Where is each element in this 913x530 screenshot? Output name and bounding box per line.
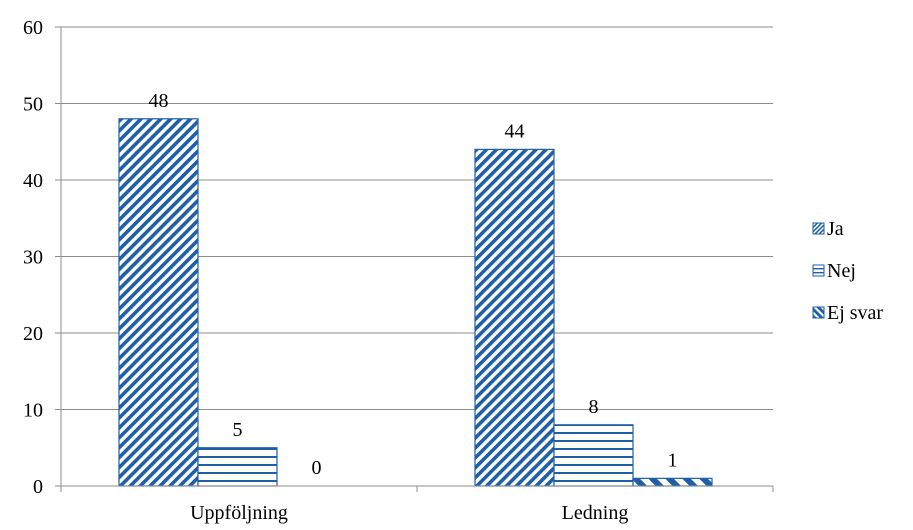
legend-swatch-ej-svar [812, 306, 825, 319]
data-label-ja-uppföljning: 48 [149, 90, 169, 112]
y-tick-label-0: 0 [33, 476, 43, 498]
y-tick-label-20: 20 [23, 323, 43, 345]
axes [55, 26, 774, 492]
bar-nej-ledning [553, 424, 634, 487]
legend: Ja Nej Ej svar [812, 218, 883, 324]
data-label-nej-uppföljning: 5 [233, 419, 243, 441]
bars [118, 118, 713, 487]
data-label-nej-ledning: 8 [589, 396, 599, 418]
data-label-ja-ledning: 44 [505, 120, 525, 142]
x-tick-label-ledning: Ledning [562, 502, 629, 524]
x-tick-label-uppföljning: Uppföljning [190, 502, 288, 524]
data-label-ej-svar-uppföljning: 0 [312, 457, 322, 479]
legend-item-nej: Nej [812, 260, 856, 282]
bar-ej-svar-ledning [632, 477, 713, 487]
legend-item-ja: Ja [812, 218, 844, 240]
bar-nej-uppföljning [197, 447, 278, 487]
legend-swatch-nej [812, 264, 825, 277]
y-tick-label-40: 40 [23, 170, 43, 192]
y-tick-label-30: 30 [23, 247, 43, 269]
legend-label-ja: Ja [827, 218, 844, 240]
y-tick-label-60: 60 [23, 17, 43, 39]
bar-ja-uppföljning [118, 118, 199, 487]
legend-swatch-ja [812, 222, 825, 235]
bar-ja-ledning [474, 148, 555, 487]
legend-label-ej-svar: Ej svar [827, 302, 883, 324]
data-label-ej-svar-ledning: 1 [668, 449, 678, 471]
y-tick-label-10: 10 [23, 400, 43, 422]
legend-item-ej-svar: Ej svar [812, 302, 883, 324]
y-tick-label-50: 50 [23, 94, 43, 116]
legend-label-nej: Nej [827, 260, 856, 282]
